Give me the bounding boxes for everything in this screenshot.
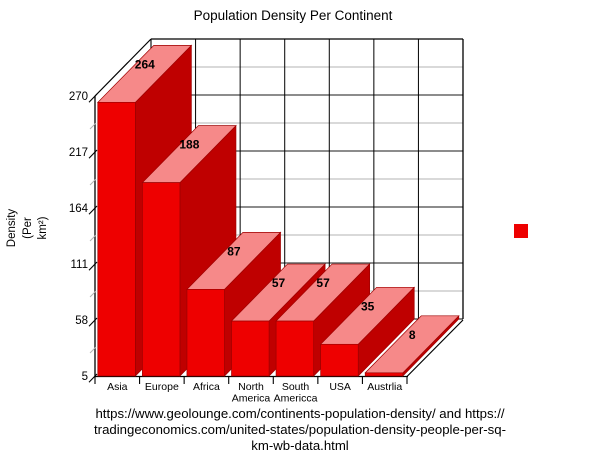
- bar-value-label: 57: [272, 276, 286, 290]
- y-tick-label: 164: [69, 203, 89, 215]
- x-category-label: Asia: [107, 381, 128, 393]
- x-category-label: Austrlia: [367, 381, 402, 393]
- y-tick-label: 111: [71, 259, 88, 271]
- bar-value-label: 264: [135, 57, 155, 71]
- source-caption: https://www.geolounge.com/continents-pop…: [0, 406, 600, 454]
- source-caption-line-2: tradingeconomics.com/united-states/popul…: [94, 422, 506, 437]
- bar-value-label: 8: [409, 328, 416, 342]
- bar-front-north-america: [231, 320, 270, 377]
- bar-front-africa: [186, 289, 225, 377]
- x-category-label: Europe: [145, 381, 179, 393]
- y-major-tick: [88, 373, 98, 383]
- y-tick-label: 217: [69, 147, 88, 159]
- y-major-tick: [88, 205, 98, 215]
- legend-series-swatch: [514, 224, 528, 238]
- y-minor-tick: [89, 346, 97, 354]
- bar-front-usa: [320, 343, 359, 377]
- x-category-label: America: [232, 393, 271, 405]
- y-minor-tick: [89, 234, 97, 242]
- axis-depth-diagonal-top: [94, 38, 152, 97]
- x-category-label: South: [282, 381, 310, 393]
- y-tick-label: 270: [69, 91, 88, 103]
- bar-front-asia: [97, 101, 136, 377]
- bar-front-austrlia: [364, 372, 404, 377]
- x-category-label: USA: [329, 381, 351, 393]
- bar-value-label: 188: [179, 138, 199, 152]
- bar-value-label: 57: [316, 276, 330, 290]
- y-major-tick: [88, 261, 98, 271]
- x-category-label: Americca: [274, 393, 318, 405]
- source-caption-line-3: km-wb-data.html: [251, 438, 349, 453]
- source-caption-line-1: https://www.geolounge.com/continents-pop…: [95, 406, 505, 421]
- y-minor-tick: [89, 122, 97, 130]
- axis-depth-diagonal-bottom: [406, 319, 464, 377]
- bar-front-south-americca: [275, 320, 315, 377]
- y-tick-label: 5: [82, 371, 88, 383]
- bar-value-label: 87: [227, 244, 241, 258]
- y-major-tick: [88, 149, 98, 159]
- bar-front-europe: [142, 182, 181, 377]
- x-category-label: North: [238, 381, 264, 393]
- y-minor-tick: [89, 178, 97, 186]
- chart-title: Population Density Per Continent: [193, 8, 393, 23]
- y-tick-label: 58: [75, 315, 88, 327]
- y-minor-tick: [89, 290, 97, 298]
- y-major-tick: [88, 317, 98, 327]
- population-density-3d-bar-chart: 5 58 111 164 217 270 264 188 87 57 57 35 8 Asia Europe…: [69, 38, 464, 405]
- x-category-label: Africa: [193, 381, 220, 393]
- y-major-tick: [88, 93, 98, 103]
- bar-value-label: 35: [361, 299, 375, 313]
